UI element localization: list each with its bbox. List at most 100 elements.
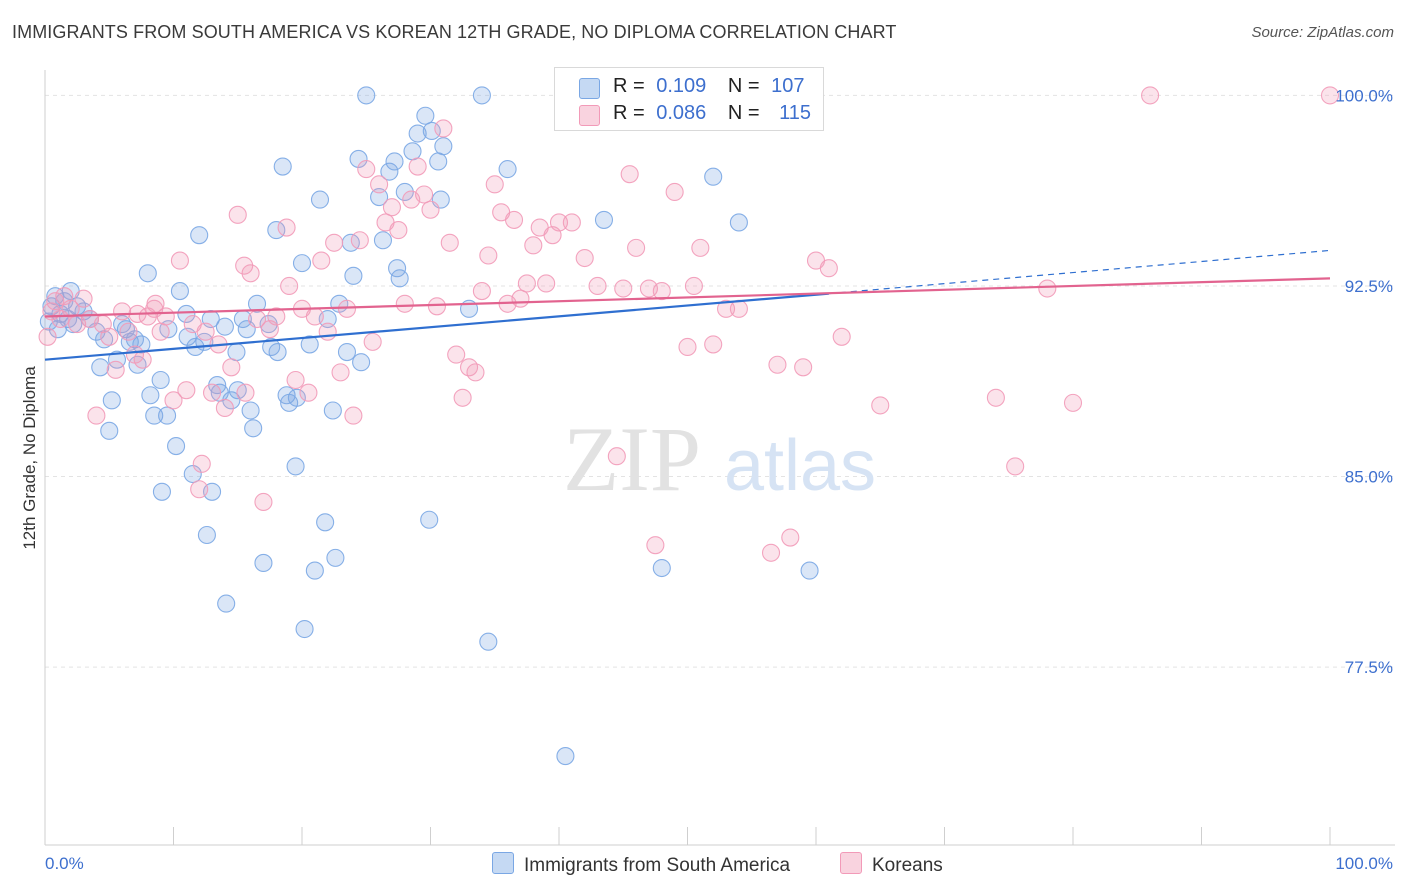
point-koreans: [485, 175, 504, 194]
point-koreans: [440, 233, 459, 252]
point-koreans: [415, 185, 434, 204]
axes: [44, 70, 1395, 846]
correlation-legend: R = 0.109 N = 107 R = 0.086 N = 115: [554, 67, 824, 131]
point-koreans: [215, 398, 234, 418]
trend-line-south-america: [44, 292, 829, 361]
point-south-america: [370, 187, 389, 207]
point-koreans: [177, 381, 196, 400]
point-koreans: [61, 299, 80, 318]
point-south-america: [556, 747, 575, 766]
point-koreans: [794, 358, 813, 377]
point-south-america: [286, 457, 305, 476]
point-south-america: [190, 226, 209, 245]
point-koreans: [652, 282, 671, 301]
point-south-america: [292, 254, 312, 273]
point-koreans: [691, 238, 710, 257]
point-south-america: [287, 388, 306, 407]
series-koreans-points: [38, 86, 1340, 562]
point-koreans: [38, 327, 57, 346]
trend-lines: [44, 249, 1331, 361]
point-south-america: [100, 421, 119, 440]
point-south-america: [326, 548, 345, 567]
point-south-america: [138, 264, 157, 283]
point-south-america: [91, 358, 110, 377]
point-koreans: [350, 231, 369, 250]
point-koreans: [466, 363, 485, 382]
point-koreans: [537, 274, 556, 293]
point-south-america: [254, 553, 273, 573]
point-south-america: [380, 162, 399, 181]
point-koreans: [74, 289, 93, 308]
point-koreans: [299, 383, 318, 402]
point-koreans: [170, 251, 189, 270]
point-koreans: [504, 210, 524, 229]
point-koreans: [318, 322, 337, 341]
point-south-america: [132, 335, 151, 354]
point-koreans: [524, 236, 543, 255]
point-south-america: [323, 401, 342, 420]
point-koreans: [203, 383, 222, 402]
point-koreans: [768, 355, 787, 374]
point-south-america: [295, 619, 314, 639]
point-koreans: [620, 165, 639, 184]
watermark-zip: ZIP: [563, 408, 701, 510]
point-koreans: [331, 363, 350, 382]
point-south-america: [151, 370, 170, 390]
point-koreans: [447, 345, 466, 364]
trend-line-koreans: [44, 277, 1331, 318]
y-tick-label: 85.0%: [1345, 468, 1393, 487]
point-south-america: [408, 124, 427, 143]
point-south-america: [352, 353, 371, 372]
point-koreans: [453, 388, 472, 407]
point-south-america: [704, 167, 723, 186]
point-south-america: [267, 221, 286, 240]
point-south-america: [145, 406, 164, 425]
point-south-america: [102, 391, 121, 410]
watermark: ZIP atlas: [563, 408, 876, 510]
point-koreans: [479, 246, 498, 265]
point-koreans: [434, 119, 453, 138]
point-south-america: [390, 269, 409, 288]
point-south-america: [652, 558, 671, 578]
point-koreans: [235, 256, 254, 275]
point-koreans: [100, 327, 119, 346]
point-koreans: [192, 454, 211, 473]
point-koreans: [408, 157, 427, 176]
point-south-america: [337, 342, 357, 362]
point-south-america: [152, 482, 171, 501]
point-south-america: [729, 213, 748, 232]
point-koreans: [382, 198, 402, 217]
legend-n-label: N =: [727, 102, 760, 124]
point-koreans: [286, 370, 305, 390]
point-south-america: [244, 419, 263, 438]
point-south-america: [222, 391, 241, 410]
point-koreans: [588, 276, 607, 296]
point-koreans: [472, 282, 491, 301]
point-south-america: [273, 157, 292, 176]
point-south-america: [416, 106, 435, 125]
trend-extension-south-america: [828, 249, 1331, 295]
point-south-america: [170, 282, 189, 301]
point-south-america: [479, 632, 498, 651]
legend-swatch-koreans: [840, 852, 862, 874]
point-koreans: [684, 276, 703, 296]
point-koreans: [113, 302, 132, 321]
point-koreans: [627, 238, 646, 257]
legend-item-koreans: Koreans: [840, 852, 943, 877]
point-south-america: [247, 294, 267, 313]
point-koreans: [819, 259, 838, 278]
point-south-america: [215, 317, 234, 336]
point-south-america: [305, 561, 324, 580]
point-south-america: [300, 335, 319, 354]
point-koreans: [646, 536, 665, 555]
point-south-america: [395, 182, 414, 202]
point-south-america: [241, 401, 260, 420]
legend-label-koreans: Koreans: [872, 855, 943, 876]
point-koreans: [325, 233, 344, 252]
point-koreans: [614, 279, 633, 298]
point-koreans: [575, 248, 594, 268]
point-south-america: [403, 142, 422, 161]
point-south-america: [420, 510, 439, 529]
point-koreans: [562, 213, 581, 232]
